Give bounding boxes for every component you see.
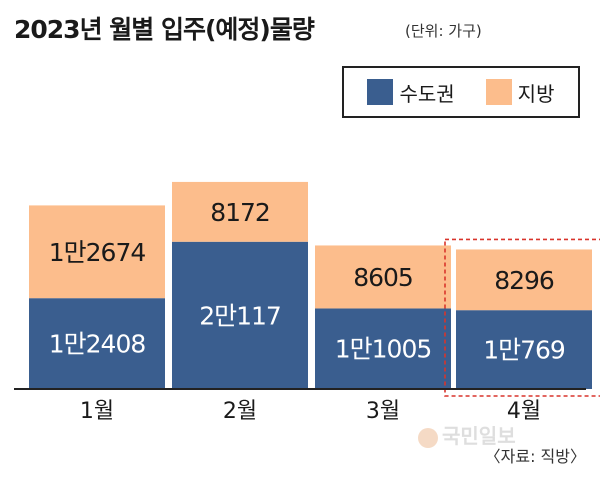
- unit-label: (단위: 가구): [405, 22, 482, 40]
- watermark: 국민일보: [418, 420, 516, 449]
- x-tick-label: 2월: [223, 399, 257, 424]
- data-label-local: 8605: [353, 263, 413, 292]
- data-label-capital: 1만2408: [49, 330, 146, 359]
- bar-segment-capital: [29, 298, 165, 389]
- legend-swatch-capital: [367, 79, 394, 105]
- data-label-local: 8172: [210, 198, 270, 227]
- source-note: 〈자료: 직방〉: [484, 447, 586, 466]
- bar-segment-local: [29, 205, 165, 299]
- legend-label-capital: 수도권: [399, 81, 455, 106]
- data-label-capital: 2만117: [199, 301, 281, 330]
- data-label-capital: 1만769: [483, 336, 565, 365]
- bar-segment-capital: [172, 241, 308, 389]
- bar-segment-capital: [315, 308, 451, 389]
- watermark-text: 국민일보: [442, 424, 516, 448]
- x-tick-label: 3월: [366, 399, 400, 424]
- data-label-capital: 1만1005: [335, 335, 432, 364]
- data-label-local: 1만2674: [49, 238, 146, 267]
- legend-swatch-local: [485, 79, 512, 105]
- legend-item-local: 지방: [485, 78, 555, 107]
- bar-segment-local: [456, 249, 592, 311]
- highlight-box: [444, 238, 600, 397]
- watermark-logo-icon: [418, 427, 438, 448]
- legend: 수도권 지방: [342, 66, 580, 118]
- legend-item-capital: 수도권: [367, 78, 455, 107]
- x-tick-label: 4월: [507, 399, 541, 424]
- bar-segment-local: [315, 245, 451, 309]
- data-label-local: 8296: [494, 266, 554, 295]
- legend-label-local: 지방: [517, 81, 555, 106]
- chart-title: 2023년 월별 입주(예정)물량: [14, 15, 315, 44]
- x-tick-label: 1월: [80, 399, 114, 424]
- bar-segment-capital: [456, 310, 592, 389]
- bar-segment-local: [172, 181, 308, 242]
